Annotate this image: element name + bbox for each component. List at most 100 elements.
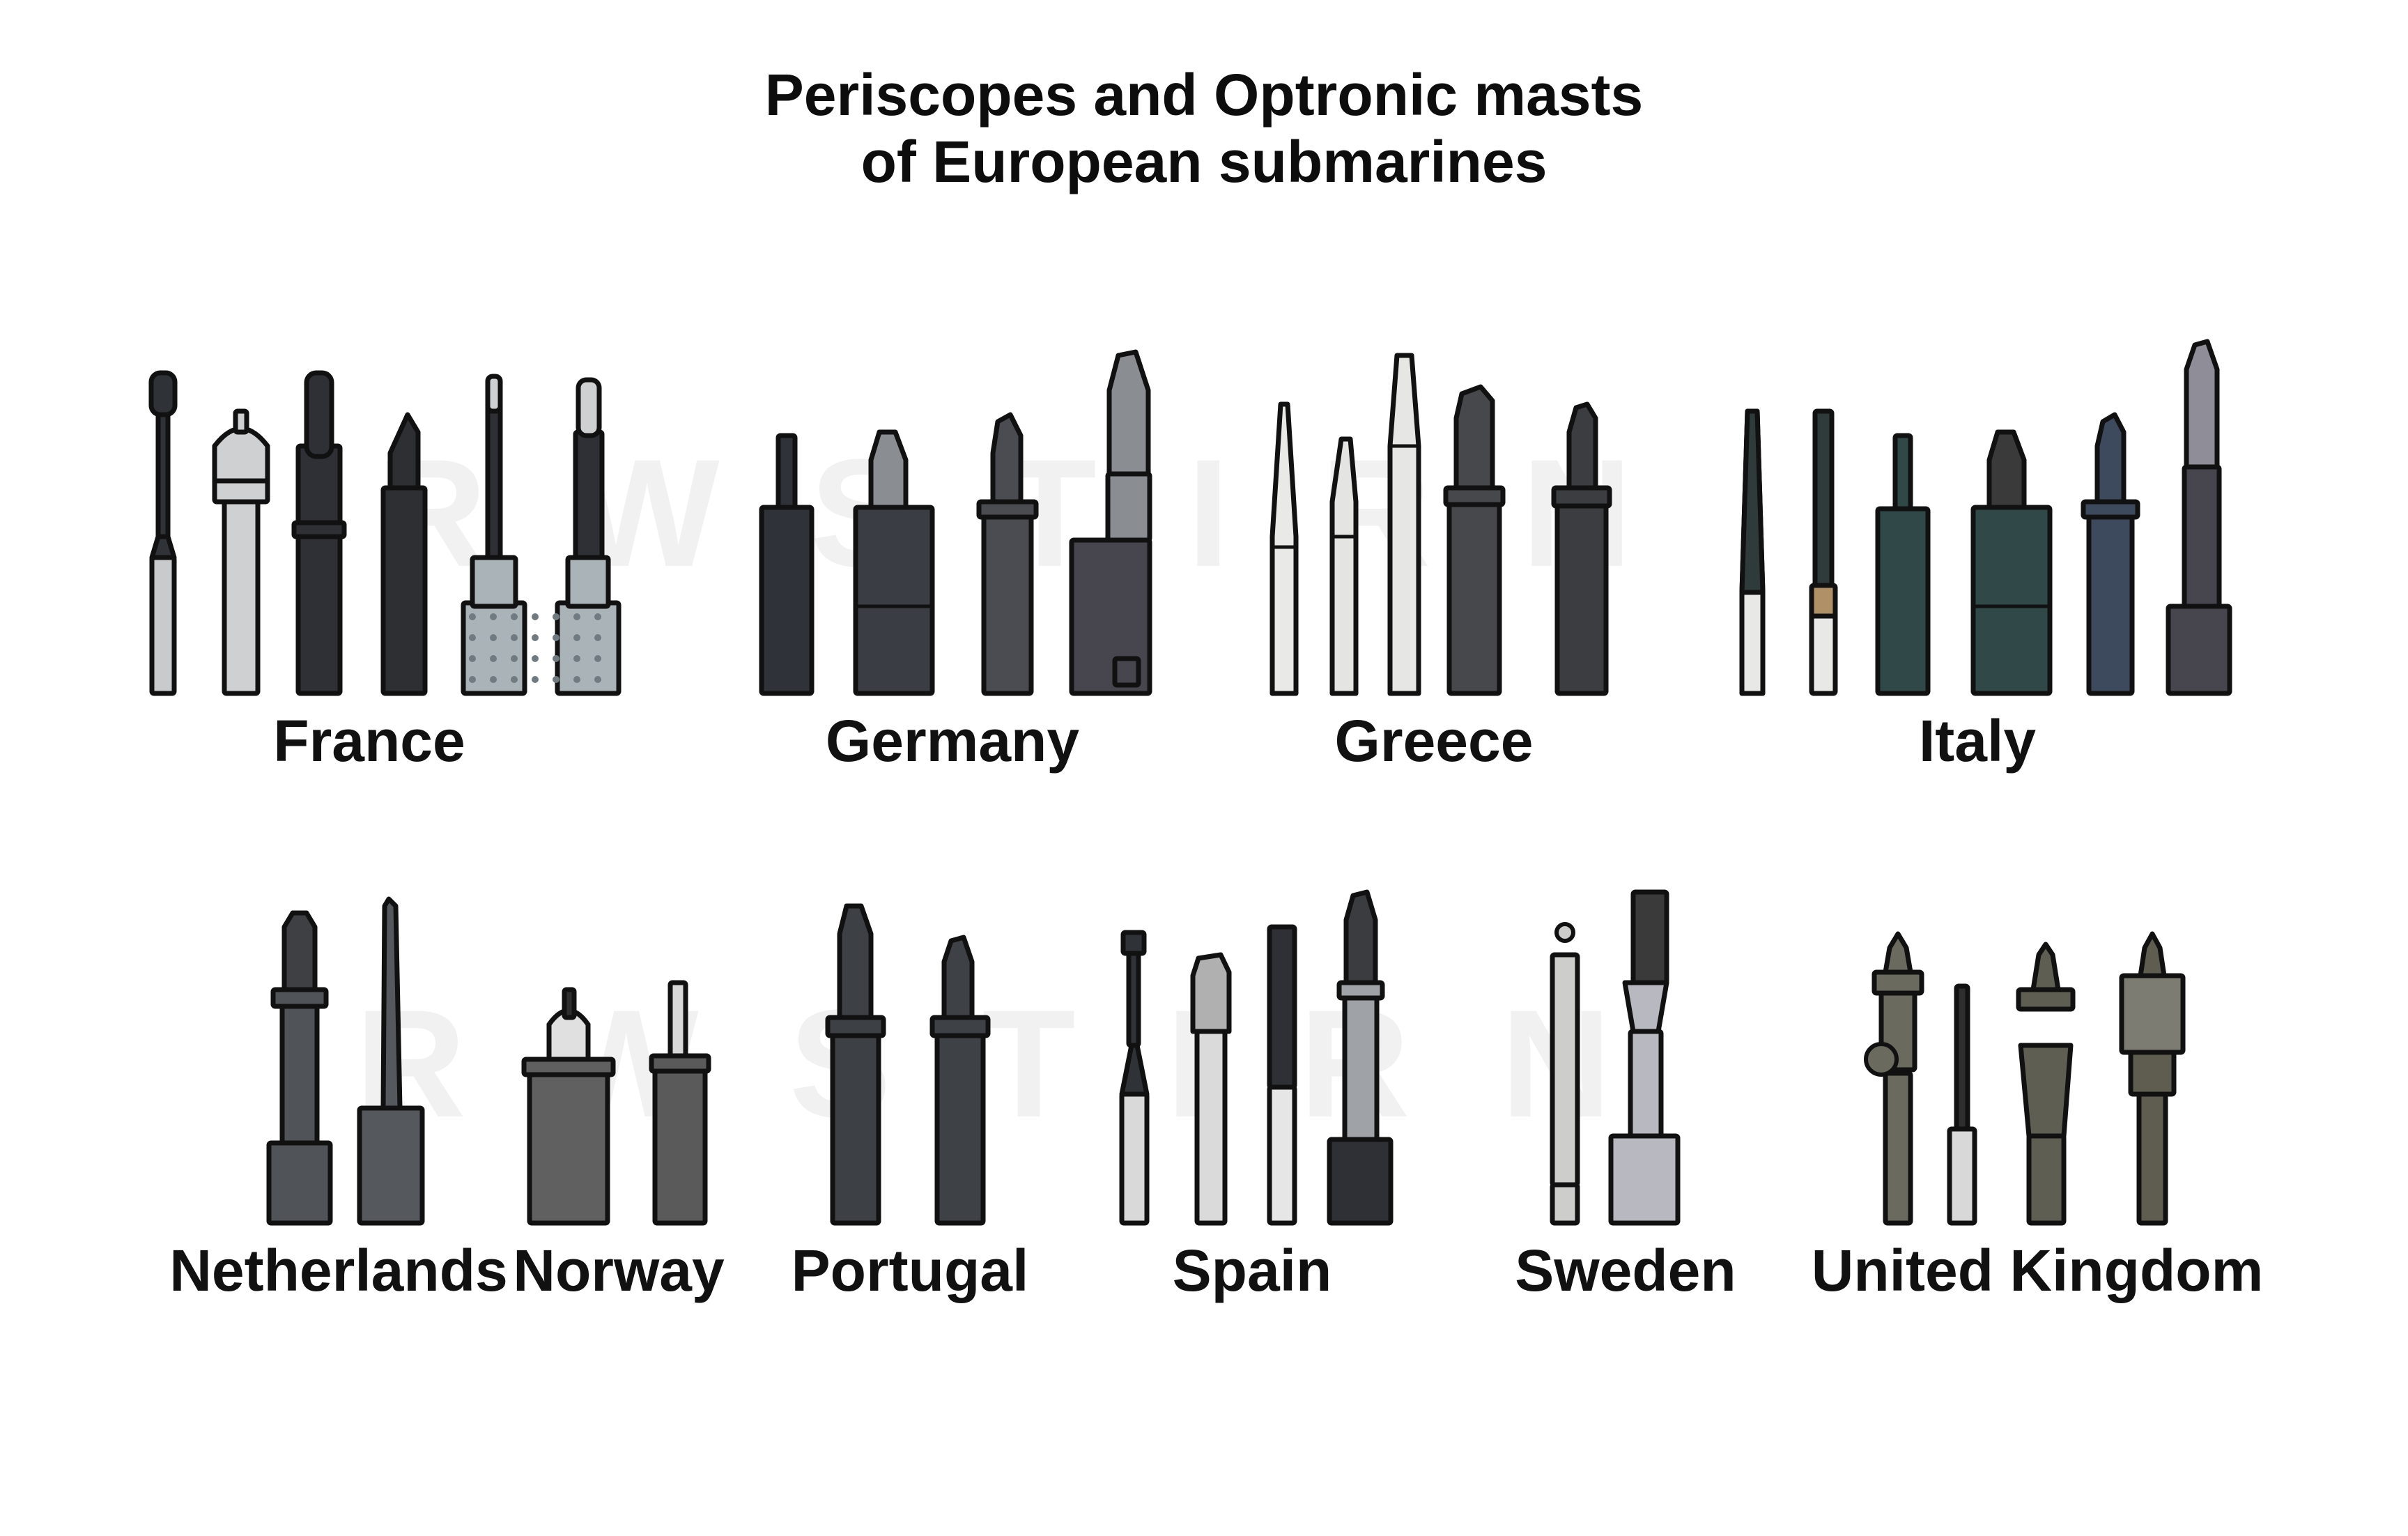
stipple-dot: [511, 676, 518, 683]
uk-mast-1-collar: [1871, 969, 1924, 996]
greece-mast-5-collar: [1551, 485, 1612, 509]
label-netherlands: Netherlands: [169, 1238, 508, 1303]
stipple-dot: [511, 655, 518, 662]
italy-mast-3-stem: [1892, 433, 1913, 512]
uk-mast-3-body: [2018, 1043, 2074, 1139]
france-mast-2-dome: [212, 426, 270, 484]
germany-mast-3: [981, 499, 1034, 696]
uk-mast-3-collar: [2016, 987, 2076, 1012]
stipple-dot: [490, 655, 497, 662]
stipple-dot: [532, 655, 539, 662]
uk-mast-1-tip: [1883, 931, 1913, 975]
sweden-periscope-1-band: [1550, 1182, 1580, 1226]
stipple-dot: [490, 676, 497, 683]
stipple-dot: [511, 613, 518, 620]
stipple-dot: [469, 655, 476, 662]
italy-mast-6-base: [2166, 604, 2232, 696]
label-spain: Spain: [1172, 1238, 1332, 1303]
italy-mast-5-head: [2094, 412, 2127, 505]
france-mast-3: [295, 443, 343, 696]
title-line-2: of European submarines: [860, 129, 1548, 194]
germany-mast-4-head: [1106, 349, 1151, 477]
stipple-dot: [553, 676, 559, 683]
stipple-dot: [511, 634, 518, 641]
france-mast-6-mast: [573, 429, 605, 560]
spain-mast-4-base: [1327, 1137, 1394, 1226]
masts-group: [148, 339, 2232, 1226]
france-periscope-1-lower: [149, 555, 177, 696]
france-mast-5-block: [470, 555, 518, 609]
germany-mast-1-stem: [775, 433, 798, 510]
uk-mast-4-tip: [2138, 931, 2167, 978]
sweden-periscope-1: [1550, 952, 1580, 1188]
france-mast-6-head: [576, 377, 602, 438]
netherlands-mast-1-mast: [279, 1001, 320, 1146]
label-sweden: Sweden: [1515, 1238, 1736, 1303]
title-line-1: Periscopes and Optronic masts: [764, 62, 1644, 128]
portugal-mast-2-collar: [929, 1015, 991, 1038]
italy-mast-6-head: [2184, 339, 2220, 470]
stipple-dot: [594, 655, 601, 662]
greece-mast-5: [1554, 492, 1609, 696]
spain-mast-2: [1194, 1029, 1228, 1226]
netherlands-mast-2-mast: [380, 896, 403, 1111]
label-norway: Norway: [513, 1238, 725, 1303]
spain-mast-4-head: [1343, 889, 1378, 985]
italy-mast-5: [2086, 499, 2135, 696]
spain-periscope-1-upper: [1126, 938, 1141, 1048]
label-united-kingdom: United Kingdom: [1811, 1238, 2264, 1303]
italy-periscope-2-band: [1809, 583, 1838, 619]
portugal-mast-1-head: [837, 903, 874, 1020]
italy-mast-4-base: [1970, 505, 2053, 696]
stipple-dot: [553, 613, 559, 620]
netherlands-mast-1-head: [281, 910, 318, 992]
portugal-mast-2-head: [941, 935, 975, 1020]
greece-mast-4-head: [1453, 384, 1495, 491]
portugal-mast-2: [934, 1029, 986, 1226]
france-mast-4: [380, 485, 428, 696]
italy-mast-4-head: [1986, 429, 2027, 510]
greece-periscope-3: [1387, 353, 1421, 696]
stipple-dot: [573, 676, 580, 683]
label-italy: Italy: [1918, 708, 2037, 774]
germany-mast-4-hatch: [1112, 656, 1141, 688]
netherlands-mast-1-collar: [270, 987, 329, 1009]
france-mast-3-head: [304, 370, 334, 459]
sweden-mast-2-flare: [1622, 980, 1669, 1034]
germany-mast-3-head: [990, 412, 1024, 505]
norway-mast-2-base: [652, 1063, 708, 1226]
uk-mast-3-tip: [2030, 942, 2061, 992]
uk-mast-1-pod: [1864, 1042, 1899, 1077]
portugal-mast-1: [830, 1029, 881, 1226]
italy-mast-6-mast: [2182, 464, 2222, 609]
uk-mast-3: [2026, 1133, 2067, 1226]
stipple-dot: [553, 655, 559, 662]
stipple-dot: [532, 676, 539, 683]
france-mast-2-tube: [222, 492, 261, 696]
stipple-dot: [594, 613, 601, 620]
stipple-dot: [573, 634, 580, 641]
norway-mast-2-stem: [667, 980, 688, 1059]
stipple-dot: [469, 634, 476, 641]
spain-mast-3-lower: [1267, 1084, 1297, 1226]
stipple-dot: [594, 634, 601, 641]
greece-mast-4-collar: [1443, 485, 1506, 507]
label-germany: Germany: [825, 708, 1080, 774]
france-periscope-1-head: [148, 370, 178, 417]
france-mast-5-tip: [485, 374, 503, 414]
spain-mast-3-upper: [1267, 924, 1297, 1090]
uk-mast-4-head: [2119, 973, 2186, 1055]
italy-mast-3-base: [1875, 506, 1931, 696]
uk-mast-1: [1883, 1070, 1913, 1226]
france-mast-6-base: [555, 600, 622, 696]
stipple-dot: [594, 676, 601, 683]
france-periscope-1-taper: [149, 534, 177, 560]
page-title: Periscopes and Optronic masts of Europea…: [0, 61, 2408, 195]
sweden-mast-2-base: [1608, 1133, 1681, 1226]
netherlands-mast-1-base: [266, 1140, 333, 1226]
germany-mast-2-base: [853, 505, 935, 696]
label-france: France: [273, 708, 465, 774]
france-mast-2-collar: [212, 478, 270, 505]
france-mast-5-mast: [485, 387, 503, 560]
